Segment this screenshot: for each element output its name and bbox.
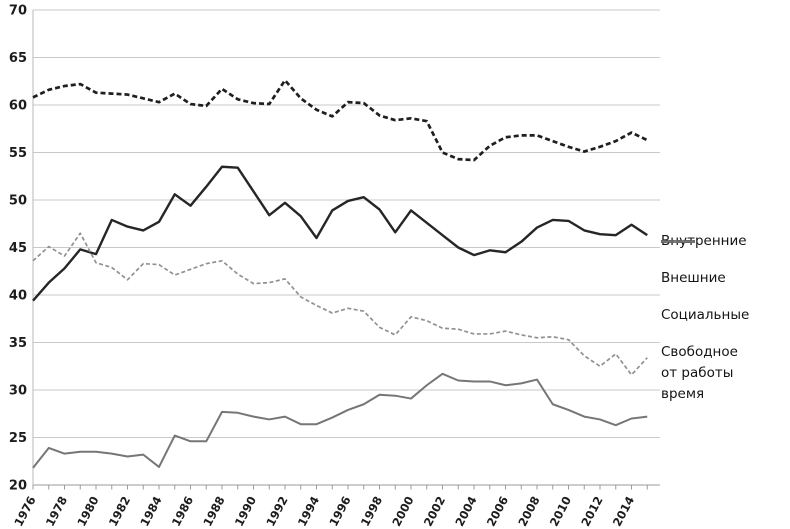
chart-legend: Внутренние Внешние Социальные Свободное … [661, 231, 789, 421]
y-tick-label: 30 [9, 384, 27, 399]
x-tick-label: 2010 [547, 494, 574, 529]
series-line-2 [32, 232, 648, 376]
x-tick-label: 1976 [11, 494, 38, 529]
x-tick-label: 2008 [515, 494, 542, 529]
x-tick-label: 1982 [106, 494, 133, 529]
y-tick-label: 20 [9, 479, 27, 494]
x-tick-label: 2004 [452, 494, 479, 529]
series-line-3 [32, 372, 648, 469]
series-line-1 [32, 165, 648, 302]
x-tick-label: 1986 [169, 494, 196, 529]
x-tick-label: 1998 [358, 494, 385, 529]
y-axis-labels: 20 25 30 35 40 45 50 55 60 65 70 [9, 4, 27, 494]
y-tick-label: 45 [9, 241, 27, 256]
y-tick-label: 60 [9, 99, 27, 114]
x-tick-label: 2014 [610, 494, 637, 529]
y-tick-label: 65 [9, 51, 27, 66]
x-tick-label: 1992 [263, 494, 290, 529]
series-line-0 [32, 78, 648, 162]
x-tick-label: 1994 [295, 494, 322, 529]
legend-item-leisure: Свободное от работы время [661, 240, 789, 405]
x-tick-label: 2006 [484, 494, 511, 529]
legend-label: Внешние [661, 270, 726, 286]
x-tick-label: 1988 [200, 494, 227, 529]
legend-label: Социальные [661, 307, 750, 323]
legend-item-extrinsic: Внешние [661, 240, 789, 289]
y-tick-label: 70 [9, 4, 27, 19]
y-tick-label: 40 [9, 289, 27, 304]
x-tick-label: 1996 [326, 494, 353, 529]
x-ticks [32, 485, 648, 490]
x-tick-label: 1984 [137, 494, 164, 529]
legend-label: Внутренние [661, 233, 747, 249]
gridlines [33, 9, 660, 486]
y-tick-label: 50 [9, 194, 27, 209]
legend-label: Свободное от работы время [661, 344, 738, 402]
x-tick-label: 1990 [232, 494, 259, 529]
x-tick-label: 2012 [578, 494, 605, 529]
x-tick-label: 2002 [421, 494, 448, 529]
x-tick-label: 1978 [43, 494, 70, 529]
y-tick-label: 25 [9, 431, 27, 446]
x-axis-labels: 1976 1978 1980 1982 1984 1986 1988 1990 1992 1994… [11, 494, 637, 529]
legend-item-social: Социальные [661, 240, 789, 326]
y-tick-label: 55 [9, 146, 27, 161]
y-tick-label: 35 [9, 336, 27, 351]
x-tick-label: 2000 [389, 494, 416, 529]
x-tick-label: 1980 [74, 494, 101, 529]
legend-marker-solid-gray [661, 240, 695, 243]
